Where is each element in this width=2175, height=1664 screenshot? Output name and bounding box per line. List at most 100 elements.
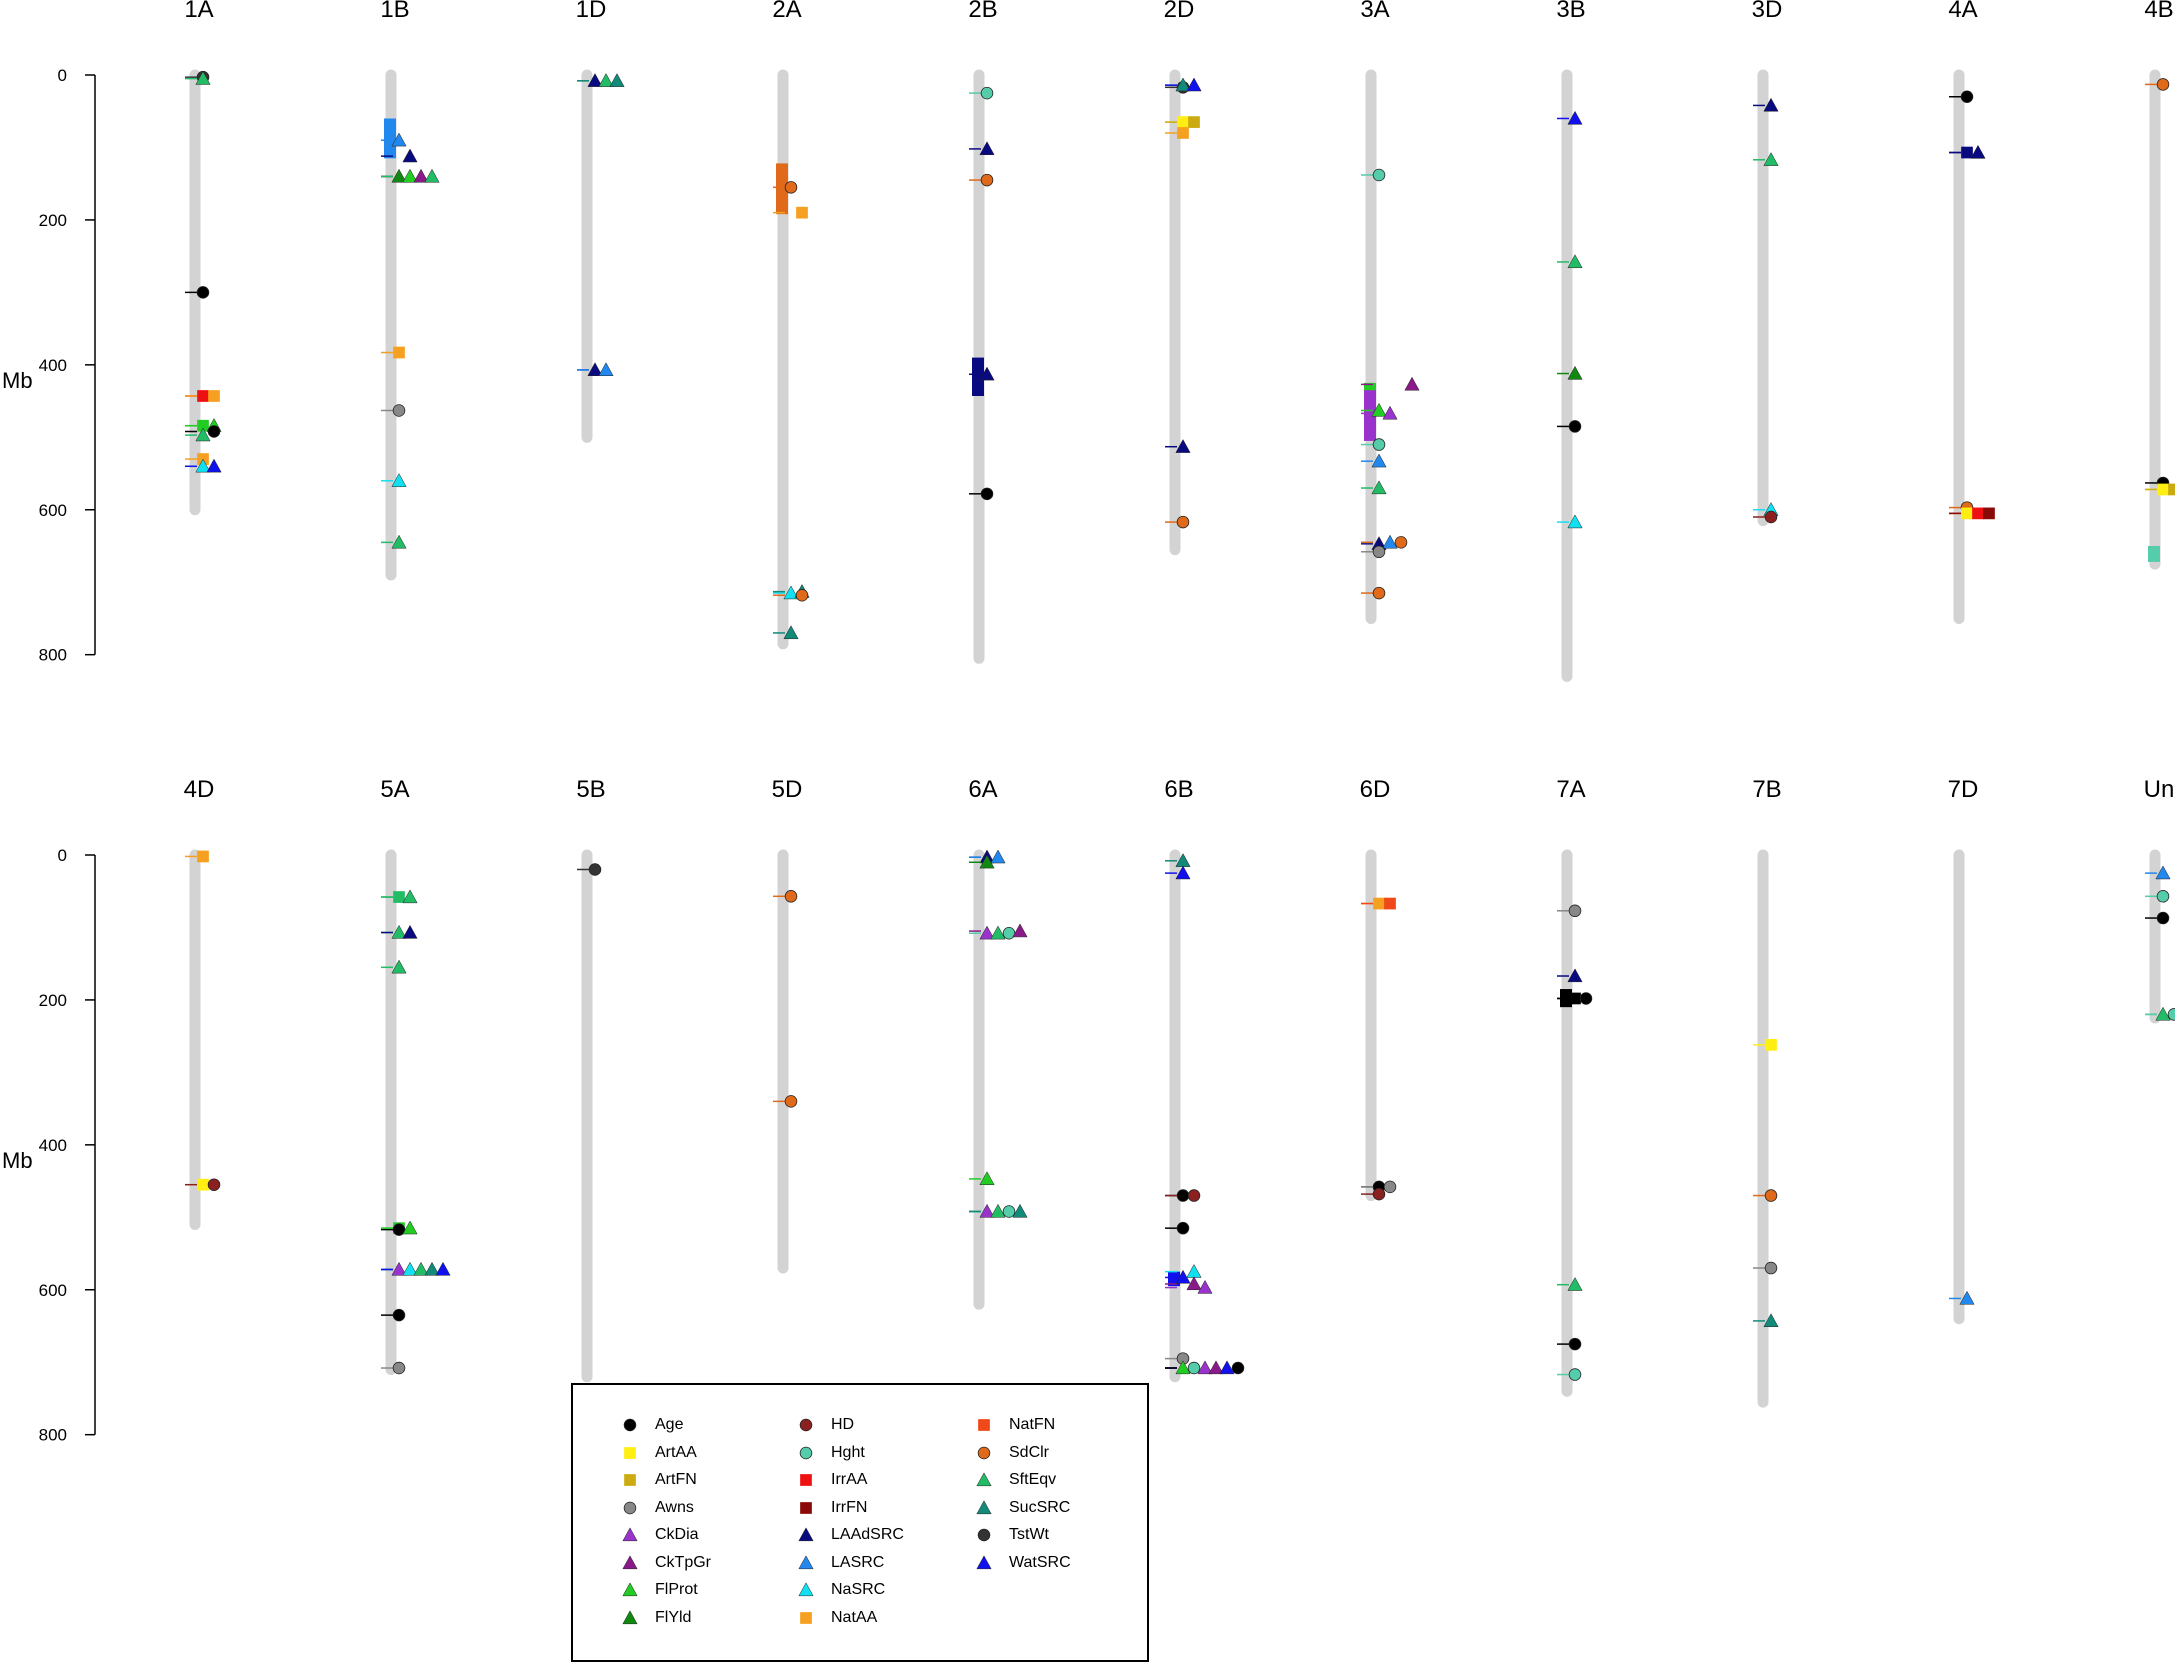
marker-sucsrc <box>783 625 799 640</box>
marker-hght <box>1187 1361 1201 1375</box>
y-tick-label: 200 <box>39 211 67 230</box>
marker-age <box>392 1223 406 1236</box>
qtl-interval <box>776 163 788 215</box>
legend-label: LAAdSRC <box>831 1526 904 1543</box>
legend-item-sdclr: SdClr <box>973 1442 1049 1464</box>
chromosome-label: 4D <box>184 776 215 803</box>
marker-laadsrc <box>402 924 418 939</box>
marker-age <box>1176 1221 1190 1235</box>
marker-tstwt <box>588 863 602 876</box>
marker-age <box>1569 992 1581 1005</box>
marker-sfteqv <box>2155 1006 2171 1021</box>
legend-item-nataa: NatAA <box>795 1607 877 1629</box>
marker-awns <box>1764 1261 1778 1275</box>
y-axis: 0 200 400 600 800 Mb <box>2 66 96 665</box>
marker-irraa <box>1972 507 1984 520</box>
marker-sdclr <box>784 181 798 194</box>
marker-nasrc <box>1186 1263 1202 1278</box>
y-tick-label: 0 <box>58 66 67 85</box>
legend-marker-square <box>800 1474 812 1486</box>
marker-watsrc <box>206 458 222 473</box>
legend-label: SftEqv <box>1009 1471 1057 1488</box>
marker-flyld <box>979 854 995 869</box>
legend-marker-triangle <box>622 1527 638 1542</box>
marker-hght <box>2156 890 2170 903</box>
legend-symbol <box>624 1446 636 1459</box>
legend-item-ckdia: CkDia <box>619 1524 699 1546</box>
legend-label: CkTpGr <box>655 1553 711 1571</box>
legend-label: HD <box>831 1416 855 1433</box>
chromosome-label: 3D <box>1752 0 1783 23</box>
marker-nataa <box>208 390 220 402</box>
legend-symbol <box>800 1474 812 1486</box>
marker-artaa <box>1765 1038 1777 1051</box>
legend-symbol <box>978 1419 990 1431</box>
legend-item-hd: HD <box>795 1414 854 1436</box>
marker-flprot <box>1175 1360 1191 1375</box>
chromosome-label: 7B <box>1752 776 1781 803</box>
chromosome-label: 6B <box>1164 776 1193 803</box>
legend-label: TstWt <box>1009 1526 1049 1543</box>
y-tick-label: 400 <box>39 1136 67 1155</box>
legend-symbol <box>624 1474 636 1486</box>
legend-symbol <box>976 1472 992 1487</box>
legend-symbol <box>622 1582 638 1597</box>
legend-label: ArtFN <box>655 1471 697 1488</box>
legend-item-lasrc: LASRC <box>795 1552 884 1574</box>
marker-flyld <box>1567 365 1583 380</box>
legend-item-sfteqv: SftEqv <box>973 1469 1056 1491</box>
marker-hght <box>1372 438 1386 451</box>
marker-lasrc <box>598 362 614 377</box>
marker-age <box>1579 992 1593 1005</box>
marker-sucsrc <box>1175 77 1191 92</box>
marker-sfteqv <box>1567 1277 1583 1291</box>
legend-symbol <box>622 1609 638 1624</box>
chromosome-label: 6D <box>1360 776 1391 803</box>
chromosome-2a: 2A <box>772 0 802 650</box>
marker-laadsrc <box>587 362 603 377</box>
marker-laadsrc <box>1567 968 1583 983</box>
legend-marker-square <box>624 1474 636 1486</box>
marker-artfn <box>1188 116 1200 128</box>
marker-hght <box>1568 1368 1582 1381</box>
legend-item-age: Age <box>619 1414 683 1436</box>
legend-item-nasrc: NaSRC <box>795 1579 885 1601</box>
marker-age <box>2156 911 2170 925</box>
marker-flprot <box>197 419 209 432</box>
chromosome-4d: 4D <box>184 776 215 1231</box>
marker-hd <box>207 1178 221 1191</box>
marker-age <box>392 1308 406 1322</box>
marker-sfteqv <box>990 925 1006 940</box>
marker-hd <box>1764 510 1778 524</box>
marker-awns <box>1383 1180 1397 1194</box>
marker-sucsrc <box>424 1261 440 1276</box>
chromosome-2d: 2D <box>1164 0 1194 556</box>
legend: Age ArtAA ArtFN Awns CkDia CkTpGr FlProt FlYld H… <box>571 1383 1149 1662</box>
legend-item-artaa: ArtAA <box>619 1442 697 1464</box>
legend-marker-triangle <box>976 1554 992 1569</box>
marker-artaa <box>2157 483 2169 496</box>
marker-nataa <box>1373 897 1385 910</box>
legend-item-tstwt: TstWt <box>973 1524 1049 1546</box>
marker-ckdia <box>1382 405 1398 420</box>
marker-laadsrc <box>979 366 995 381</box>
marker-hd <box>1187 1189 1201 1202</box>
legend-label: ArtAA <box>655 1443 697 1461</box>
legend-marker-circle <box>623 1501 637 1514</box>
legend-marker-triangle <box>798 1527 814 1542</box>
chromosome-label: 4B <box>2144 0 2173 23</box>
marker-age <box>207 425 221 438</box>
legend-item-awns: Awns <box>619 1497 694 1519</box>
marker-age <box>1231 1361 1245 1375</box>
legend-label: CkDia <box>655 1526 699 1543</box>
legend-symbol <box>799 1446 813 1459</box>
marker-sucsrc <box>1012 1203 1028 1218</box>
legend-symbol <box>800 1611 812 1624</box>
legend-marker-circle <box>977 1446 991 1459</box>
legend-marker-triangle <box>798 1554 814 1569</box>
chromosome-label: 5B <box>576 776 605 803</box>
marker-ckdia <box>1197 1360 1213 1375</box>
legend-item-cktpgr: CkTpGr <box>619 1552 711 1574</box>
chromosome-label: 5A <box>380 776 409 803</box>
